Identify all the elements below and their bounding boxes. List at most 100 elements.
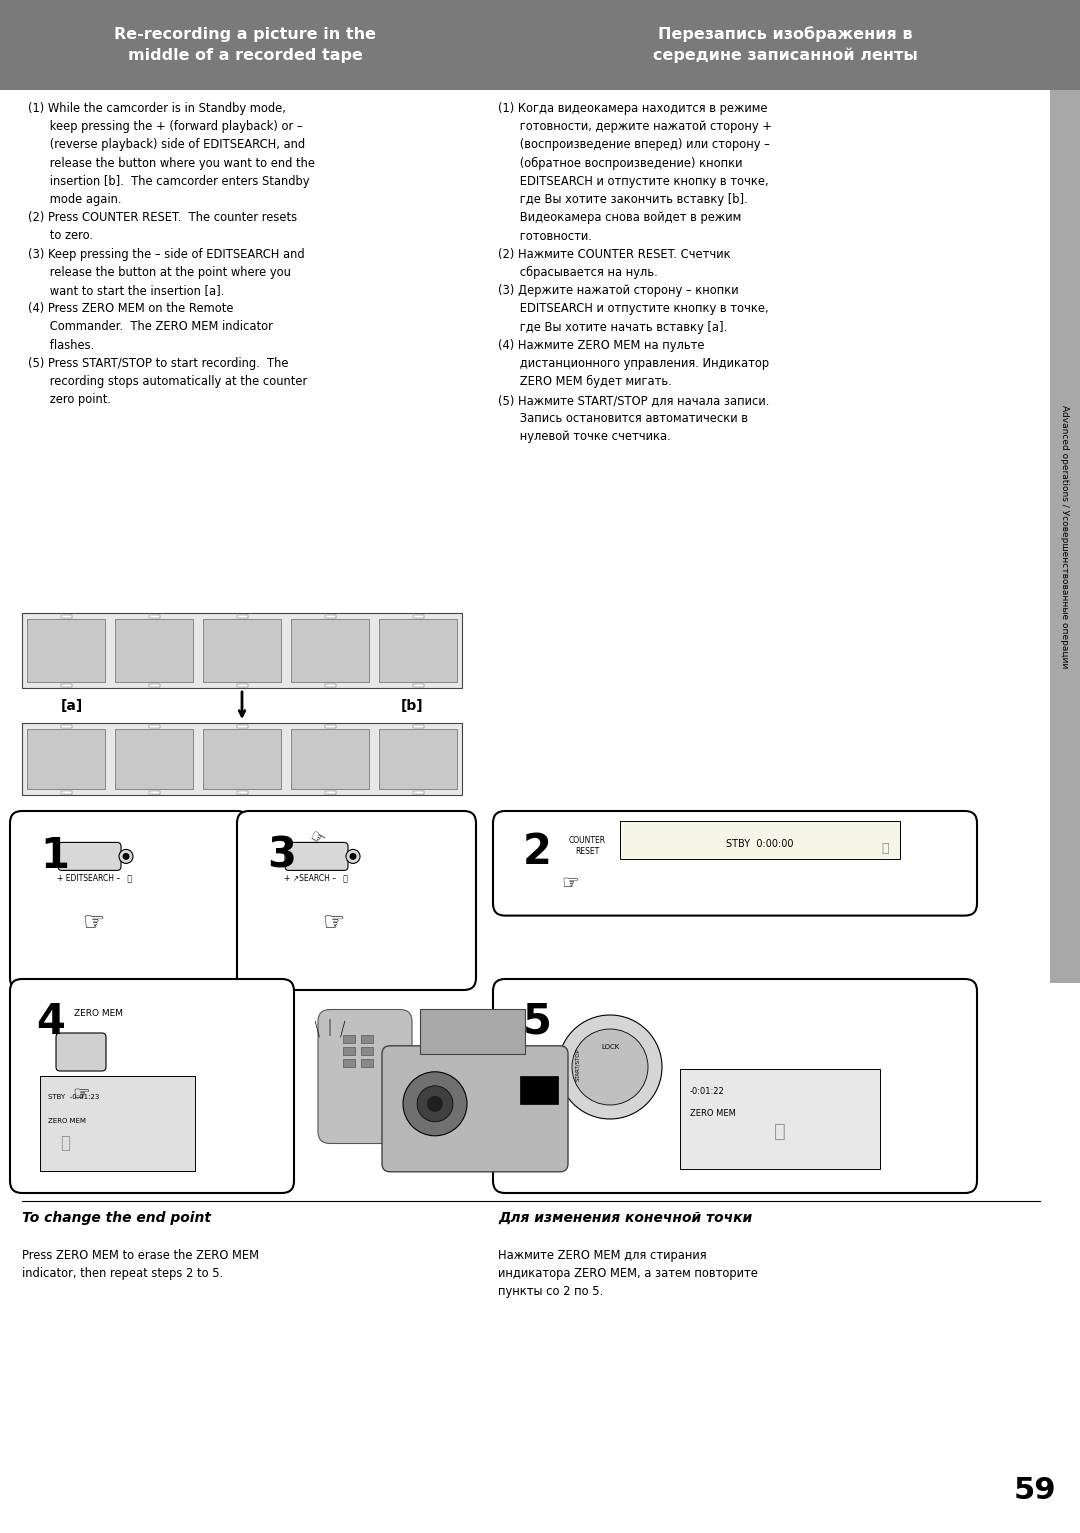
Text: 5: 5 (523, 1001, 552, 1042)
Text: 3: 3 (267, 835, 296, 877)
Bar (324, 684, 336, 687)
Text: [a]: [a] (60, 699, 83, 713)
Bar (343, 1035, 355, 1042)
Bar (291, 730, 369, 789)
Bar (22, 724, 462, 796)
Bar (60, 615, 71, 618)
Bar (361, 1058, 373, 1067)
Bar (324, 791, 336, 794)
Bar (27, 730, 105, 789)
Bar (620, 822, 900, 860)
Circle shape (572, 1029, 648, 1105)
FancyBboxPatch shape (492, 980, 977, 1193)
Bar (22, 613, 462, 688)
FancyBboxPatch shape (318, 1010, 411, 1144)
Text: ☞: ☞ (72, 1085, 90, 1104)
Text: STBY  -0:01:23: STBY -0:01:23 (48, 1095, 99, 1101)
FancyBboxPatch shape (382, 1046, 568, 1171)
Bar (149, 615, 160, 618)
Circle shape (350, 852, 356, 860)
FancyBboxPatch shape (237, 811, 476, 990)
Bar (149, 791, 160, 794)
Bar (203, 619, 281, 682)
Text: ☞: ☞ (306, 826, 328, 849)
Bar (420, 1009, 525, 1053)
Text: ZERO MEM: ZERO MEM (690, 1108, 735, 1118)
Text: STBY  0:00:00: STBY 0:00:00 (726, 839, 794, 849)
FancyBboxPatch shape (58, 843, 121, 871)
Text: Перезапись изображения в
середине записанной ленты: Перезапись изображения в середине записа… (652, 26, 917, 63)
Bar (40, 1076, 195, 1171)
FancyBboxPatch shape (492, 811, 977, 915)
Bar (291, 619, 369, 682)
Bar (519, 1076, 558, 1104)
Circle shape (119, 849, 133, 863)
Bar (324, 615, 336, 618)
Bar (413, 684, 423, 687)
Bar (60, 791, 71, 794)
FancyBboxPatch shape (285, 843, 348, 871)
Text: To change the end point: To change the end point (22, 1211, 211, 1225)
FancyBboxPatch shape (10, 980, 294, 1193)
Bar (413, 615, 423, 618)
Text: Advanced operations / Усовершенствованные операции: Advanced operations / Усовершенствованны… (1061, 405, 1069, 668)
Text: ⛹: ⛹ (60, 1134, 70, 1151)
Text: START/STOP: START/STOP (576, 1049, 580, 1081)
Text: COUNTER
RESET: COUNTER RESET (568, 835, 606, 855)
Bar (361, 1035, 373, 1042)
Text: Для изменения конечной точки: Для изменения конечной точки (498, 1211, 753, 1225)
Circle shape (122, 852, 130, 860)
Text: [b]: [b] (401, 699, 423, 713)
Bar (413, 791, 423, 794)
Text: ☞: ☞ (323, 912, 346, 935)
Text: ZERO MEM: ZERO MEM (48, 1118, 86, 1124)
Bar (343, 1047, 355, 1055)
Text: 4: 4 (36, 1001, 65, 1042)
Text: + EDITSEARCH –   ⓢ: + EDITSEARCH – ⓢ (57, 874, 132, 883)
Text: Re-recording a picture in the
middle of a recorded tape: Re-recording a picture in the middle of … (114, 28, 376, 63)
Bar (237, 791, 247, 794)
Bar (413, 725, 423, 728)
Text: ☞: ☞ (562, 874, 579, 892)
Text: ⛰: ⛰ (881, 842, 889, 855)
Bar (379, 730, 457, 789)
FancyBboxPatch shape (56, 1033, 106, 1072)
Text: 2: 2 (523, 831, 552, 872)
Bar (237, 684, 247, 687)
Text: + ↗SEARCH –   ⓢ: + ↗SEARCH – ⓢ (284, 874, 348, 883)
Bar (237, 615, 247, 618)
Text: Нажмите ZERO MEM для стирания
индикатора ZERO MEM, а затем повторите
пункты со 2: Нажмите ZERO MEM для стирания индикатора… (498, 1249, 758, 1298)
Bar (237, 725, 247, 728)
Bar (361, 1047, 373, 1055)
Text: ZERO MEM: ZERO MEM (75, 1009, 123, 1018)
Bar (114, 619, 193, 682)
Circle shape (346, 849, 360, 863)
Bar (343, 1058, 355, 1067)
Bar (27, 619, 105, 682)
Bar (114, 730, 193, 789)
Bar (60, 725, 71, 728)
Circle shape (403, 1072, 467, 1136)
Bar (490, 0, 1080, 90)
Text: (1) While the camcorder is in Standby mode,
      keep pressing the + (forward p: (1) While the camcorder is in Standby mo… (28, 103, 315, 406)
Circle shape (427, 1096, 443, 1111)
Bar (149, 684, 160, 687)
Bar (60, 684, 71, 687)
Bar (1050, 90, 1080, 983)
Bar (680, 1069, 880, 1170)
Text: -0:01:22: -0:01:22 (690, 1087, 725, 1096)
Text: ⛹: ⛹ (774, 1122, 786, 1141)
Bar (203, 730, 281, 789)
Bar (149, 725, 160, 728)
Bar (379, 619, 457, 682)
Text: ☞: ☞ (83, 912, 105, 935)
Text: 59: 59 (1014, 1476, 1056, 1505)
Bar (324, 725, 336, 728)
Circle shape (558, 1015, 662, 1119)
Text: (1) Когда видеокамера находится в режиме
      готовности, держите нажатой сторо: (1) Когда видеокамера находится в режиме… (498, 103, 772, 443)
Bar (0, 0, 490, 90)
Text: 1: 1 (40, 835, 69, 877)
Text: Press ZERO MEM to erase the ZERO MEM
indicator, then repeat steps 2 to 5.: Press ZERO MEM to erase the ZERO MEM ind… (22, 1249, 259, 1280)
Text: LOCK: LOCK (600, 1044, 619, 1050)
FancyBboxPatch shape (10, 811, 249, 990)
